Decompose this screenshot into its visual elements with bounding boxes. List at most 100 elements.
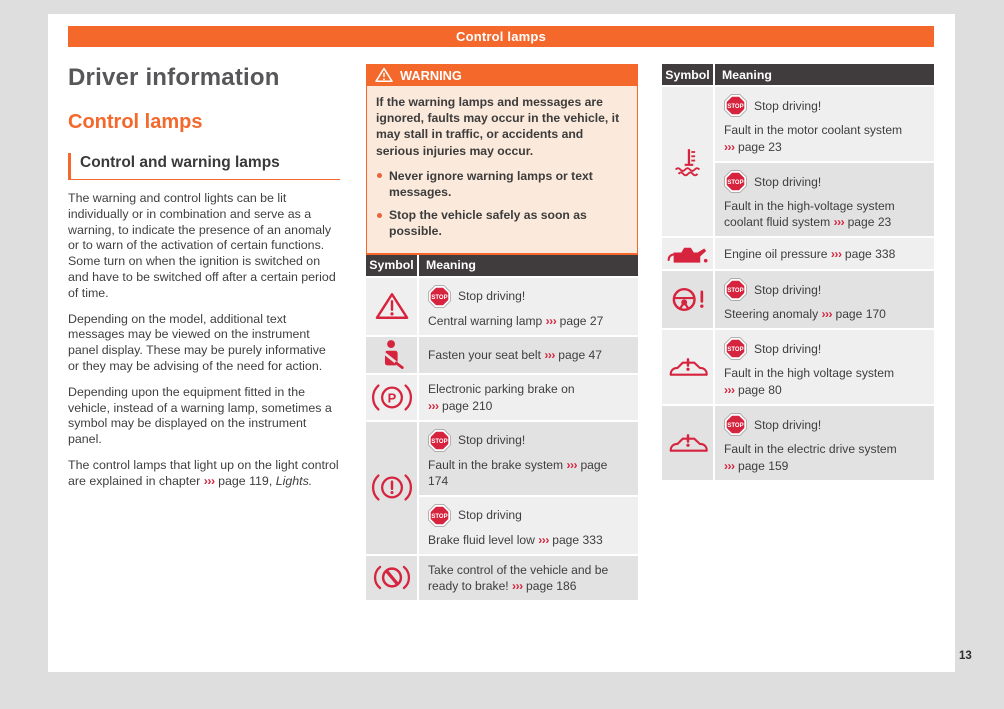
warning-title: WARNING (400, 67, 462, 83)
page-reference: ››› page 186 (512, 579, 576, 593)
meaning-cell: Take control of the vehicle and be ready… (419, 555, 638, 600)
chevrons-icon: ››› (724, 140, 735, 154)
page-reference: ››› page 333 (538, 533, 602, 547)
page-number-ref: page 170 (835, 307, 886, 321)
stop-sign-label: STOP (727, 423, 743, 429)
table-row: P Electronic parking brake on ››› page 2… (366, 374, 638, 420)
page-reference: ››› page 80 (724, 382, 925, 398)
meaning-label: Fault in the electric drive system (724, 442, 897, 456)
stop-driving-line: STOP Stop driving (428, 503, 629, 527)
stop-instruction: Stop driving! (754, 174, 822, 189)
stop-sign-label: STOP (727, 288, 743, 294)
warning-bullet-list: Never ignore warning lamps or text messa… (376, 168, 628, 240)
warning-bullet: Never ignore warning lamps or text messa… (376, 168, 628, 200)
stop-sign-label: STOP (727, 104, 743, 110)
stop-sign-icon: STOP (428, 428, 451, 452)
chevrons-icon: ››› (545, 313, 557, 328)
middle-column: WARNING If the warning lamps and message… (366, 64, 638, 600)
table-row: Take control of the vehicle and be ready… (366, 555, 638, 600)
stop-sign-label: STOP (431, 514, 447, 520)
meaning-label: Electronic parking brake on (428, 381, 575, 396)
table-row: STOP Stop driving! Central warning lamp … (366, 277, 638, 335)
chevrons-icon: ››› (724, 383, 735, 397)
meaning-cell: STOP Stop driving Brake fluid level low … (419, 496, 638, 554)
meaning-text: Fasten your seat belt ››› page 47 (428, 347, 629, 363)
symbol-cell (366, 277, 417, 335)
chevrons-icon: ››› (512, 578, 523, 593)
control-lamps-table-middle: Symbol Meaning (364, 253, 640, 602)
meaning-cell: STOP Stop driving! Fault in the high vol… (715, 330, 934, 404)
meaning-text: Fault in the electric drive system ››› p… (724, 441, 925, 474)
page-reference: ››› page 174 (428, 458, 607, 488)
symbol-cell (662, 87, 713, 236)
page-number-ref: page 174 (428, 457, 608, 488)
chevrons-icon: ››› (830, 246, 842, 261)
stop-instruction: Stop driving! (754, 282, 822, 297)
page-reference: page 119, (218, 473, 273, 488)
meaning-label: Fault in the motor coolant system (724, 123, 903, 137)
page-number-ref: page 186 (526, 578, 577, 593)
column-header-meaning: Meaning (419, 254, 638, 276)
meaning-cell: STOP Stop driving! Fault in the motor co… (715, 87, 934, 161)
page-number-ref: page 333 (552, 532, 603, 547)
meaning-text: Engine oil pressure ››› page 338 (724, 246, 925, 262)
symbol-cell (662, 271, 713, 328)
warning-body: If the warning lamps and messages are ig… (366, 86, 638, 255)
meaning-cell: STOP Stop driving! Central warning lamp … (419, 277, 638, 335)
meaning-label: Engine oil pressure (724, 246, 828, 261)
meaning-text: Fault in the brake system ››› page 174 (428, 457, 629, 489)
parking-letter: P (387, 390, 396, 405)
meaning-text: Fault in the motor coolant system ››› pa… (724, 122, 925, 155)
symbol-cell (662, 406, 713, 480)
manual-page: Control lamps Driver information Control… (48, 14, 955, 672)
meaning-label: Fault in the brake system (428, 457, 564, 472)
electric-drive-car-icon (669, 433, 708, 452)
page-reference: ››› page 27 (546, 314, 604, 328)
meaning-text: Central warning lamp ››› page 27 (428, 313, 629, 329)
page-reference: ››› page 210 (428, 398, 629, 414)
meaning-text: Fault in the high-voltage system coolant… (724, 198, 925, 230)
warning-triangle-icon (375, 67, 393, 83)
left-column: Driver information Control lamps Control… (68, 62, 340, 500)
chevrons-icon: ››› (544, 347, 555, 362)
meaning-cell: STOP Stop driving! Fault in the high-vol… (715, 163, 934, 236)
stop-sign-icon: STOP (724, 278, 747, 301)
stop-instruction: Stop driving (458, 508, 522, 523)
stop-sign-icon: STOP (724, 413, 747, 436)
paragraph: The control lamps that light up on the l… (68, 458, 340, 490)
symbol-cell (662, 330, 713, 404)
stop-driving-line: STOP Stop driving! (724, 278, 925, 301)
stop-instruction: Stop driving! (458, 433, 526, 448)
chevrons-icon: ››› (538, 532, 549, 547)
page-reference: ››› page 23 (834, 215, 892, 229)
right-column: Symbol Meaning (662, 64, 934, 480)
meaning-label: Fasten your seat belt (428, 347, 541, 362)
stop-driving-line: STOP Stop driving! (724, 170, 925, 193)
meaning-text: Electronic parking brake on ››› page 210 (428, 381, 629, 414)
symbol-cell (366, 555, 417, 600)
stop-driving-line: STOP Stop driving! (428, 428, 629, 452)
symbol-cell (366, 336, 417, 373)
coolant-temperature-icon (674, 149, 700, 177)
chevrons-icon: ››› (833, 215, 845, 229)
stop-sign-icon: STOP (724, 94, 747, 117)
table-row: Fasten your seat belt ››› page 47 (366, 336, 638, 373)
take-control-icon (373, 565, 410, 590)
symbol-cell (662, 238, 713, 269)
chevrons-icon: ››› (203, 473, 215, 488)
chevrons-icon: ››› (724, 459, 735, 473)
page-reference: ››› page 170 (822, 307, 886, 321)
chevrons-icon: ››› (428, 398, 439, 413)
chevrons-icon: ››› (566, 457, 578, 472)
stop-driving-line: STOP Stop driving! (724, 94, 925, 117)
meaning-cell: STOP Stop driving! Steering anomaly ››› … (715, 271, 934, 328)
stop-driving-line: STOP Stop driving! (428, 284, 629, 308)
stop-instruction: Stop driving! (754, 98, 822, 113)
central-warning-lamp-icon (375, 293, 408, 320)
meaning-cell: STOP Stop driving! Fault in the brake sy… (419, 421, 638, 495)
subsection-title: Control and warning lamps (68, 153, 340, 180)
table-row: STOP Stop driving Brake fluid level low … (366, 496, 638, 554)
page-reference: ››› page 47 (544, 348, 602, 362)
page-number-ref: page 23 (737, 140, 782, 154)
page-reference: ››› page 338 (831, 247, 895, 261)
